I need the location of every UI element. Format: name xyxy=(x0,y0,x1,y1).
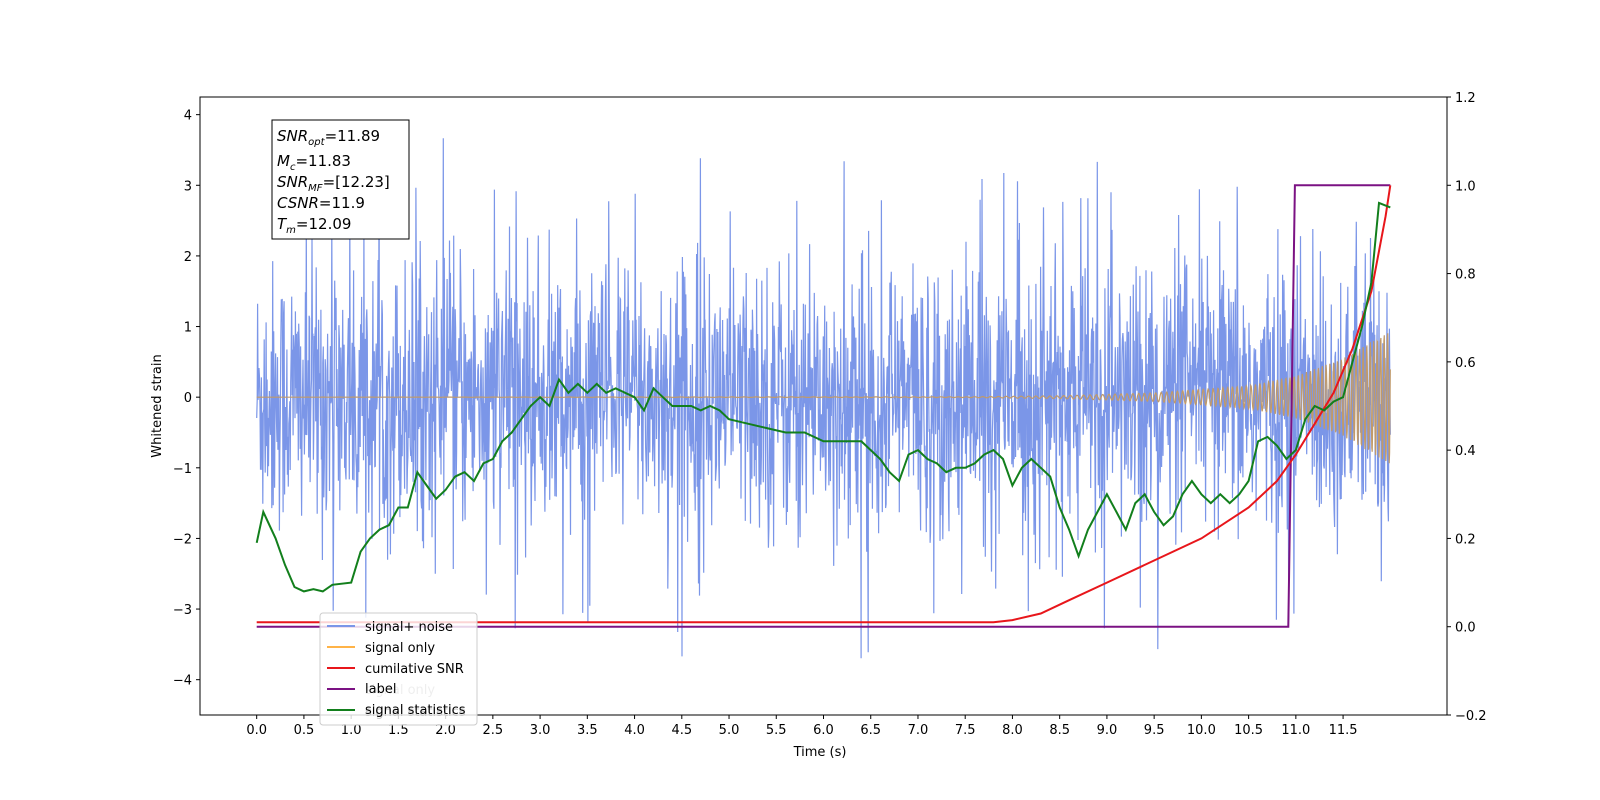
series-signal-statistics xyxy=(255,201,1391,593)
y-right-tick-label: 0.2 xyxy=(1455,532,1476,547)
x-tick-label: 7.0 xyxy=(908,723,929,738)
x-tick-label: 4.0 xyxy=(624,723,645,738)
y-right-tick-label: −0.2 xyxy=(1455,709,1487,724)
y-right-tick-label: 0.4 xyxy=(1455,444,1476,459)
info-box: SNRopt=11.89 Mc=11.83 SNRMF=[12.23] CSNR… xyxy=(271,119,410,240)
y-left-tick-label: −2 xyxy=(173,532,192,547)
y-right-tick-label: 1.2 xyxy=(1455,91,1476,106)
info-csnr: CSNR=11.9 xyxy=(277,194,365,212)
info-tm: Tm=12.09 xyxy=(277,215,351,236)
x-tick-label: 1.0 xyxy=(341,723,362,738)
y-axis-left: 4 3 2 1 0 −1 −2 −3 −4 xyxy=(173,109,200,689)
series-signal-only xyxy=(256,333,1391,464)
x-tick-label: 7.5 xyxy=(955,723,976,738)
y-left-tick-label: 0 xyxy=(184,391,192,406)
x-tick-label: 9.0 xyxy=(1097,723,1118,738)
y-left-tick-label: −1 xyxy=(173,462,192,477)
y-left-tick-label: 4 xyxy=(184,109,192,124)
y-right-tick-label: 0.0 xyxy=(1455,621,1476,636)
x-tick-label: 5.0 xyxy=(719,723,740,738)
legend-obscured-signal-only: signal only xyxy=(365,683,435,698)
legend: signal+ noise signal only cumilative SNR… xyxy=(319,612,478,726)
info-snr-mf: SNRMF=[12.23] xyxy=(277,173,390,194)
legend-frame xyxy=(319,612,478,726)
legend-label-signal-only: signal only xyxy=(365,641,435,656)
x-tick-label: 11.0 xyxy=(1281,723,1310,738)
y-left-tick-label: −4 xyxy=(173,674,192,689)
series-label xyxy=(256,184,1391,628)
legend-label-signal-noise: signal+ noise xyxy=(365,620,453,635)
x-tick-label: 3.0 xyxy=(530,723,551,738)
legend-label-signal-statistics: signal statistics xyxy=(365,703,466,718)
y-axis-right: 1.2 1.0 0.8 0.6 0.4 0.2 0.0 −0.2 xyxy=(1447,91,1487,724)
info-snr-opt: SNRopt=11.89 xyxy=(277,127,380,148)
y-left-tick-label: −3 xyxy=(173,603,192,618)
legend-obscured-signal-statistics: signal statistics xyxy=(365,705,466,720)
x-tick-label: 4.5 xyxy=(671,723,692,738)
y-right-tick-label: 1.0 xyxy=(1455,179,1476,194)
series-cumulative-snr xyxy=(256,185,1392,624)
y-left-tick-label: 3 xyxy=(184,179,192,194)
x-tick-label: 3.5 xyxy=(577,723,598,738)
y-left-tick-label: 2 xyxy=(184,250,192,265)
x-tick-label: 0.5 xyxy=(294,723,315,738)
x-tick-label: 6.5 xyxy=(860,723,881,738)
x-tick-label: 0.0 xyxy=(246,723,267,738)
x-axis: 0.0 0.5 1.0 1.5 2.0 2.5 3.0 3.5 4.0 4.5 5.0 5.5 6.0 6… xyxy=(246,715,1358,738)
y-axis-label: Whitened strain xyxy=(150,354,165,457)
legend-label-label: label xyxy=(365,682,396,697)
info-box-frame xyxy=(271,119,410,240)
x-tick-label: 10.0 xyxy=(1187,723,1216,738)
x-tick-label: 10.5 xyxy=(1234,723,1263,738)
x-tick-label: 8.5 xyxy=(1049,723,1070,738)
x-tick-label: 1.5 xyxy=(388,723,409,738)
x-tick-label: 2.5 xyxy=(483,723,504,738)
x-tick-label: 6.0 xyxy=(813,723,834,738)
x-tick-label: 2.0 xyxy=(435,723,456,738)
info-mc: Mc=11.83 xyxy=(277,152,351,173)
y-left-tick-label: 1 xyxy=(184,321,192,336)
x-tick-label: 5.5 xyxy=(766,723,787,738)
series-layer xyxy=(255,138,1392,659)
x-axis-label: Time (s) xyxy=(793,745,847,760)
y-right-tick-label: 0.6 xyxy=(1455,356,1476,371)
y-right-tick-label: 0.8 xyxy=(1455,268,1476,283)
x-tick-label: 9.5 xyxy=(1144,723,1165,738)
x-tick-label: 11.5 xyxy=(1329,723,1358,738)
x-tick-label: 8.0 xyxy=(1002,723,1023,738)
legend-label-cumulative-snr: cumilative SNR xyxy=(365,662,464,677)
